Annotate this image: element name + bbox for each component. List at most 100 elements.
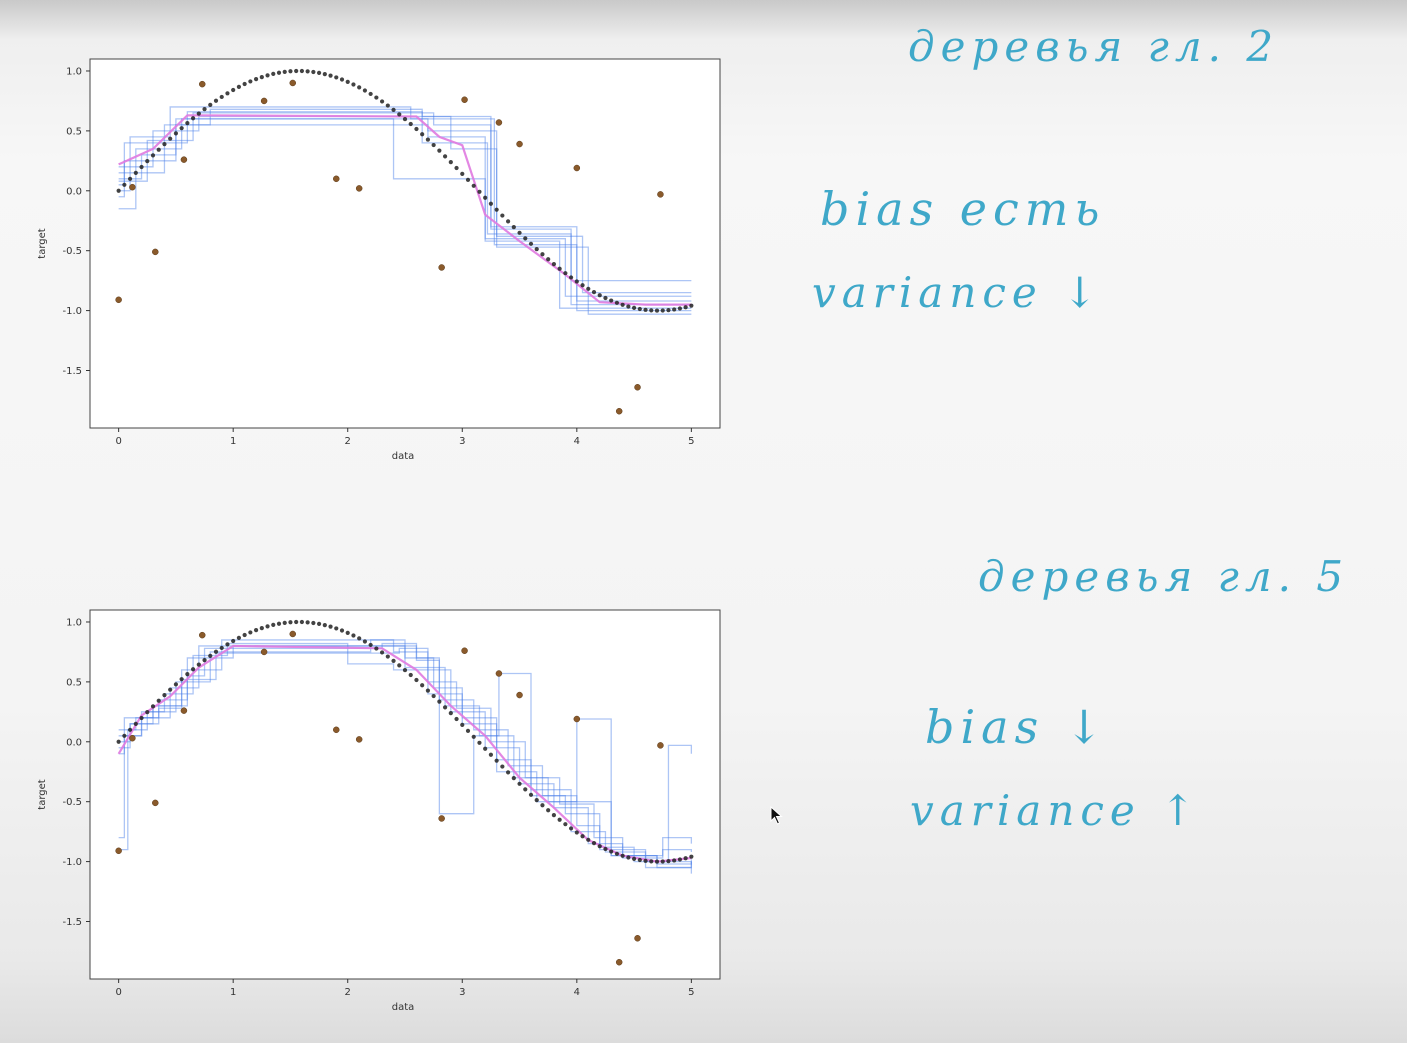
noisy-data-point — [333, 726, 340, 734]
true-function-point — [339, 77, 345, 82]
x-tick-label: 5 — [688, 436, 694, 447]
true-function-point — [477, 740, 482, 745]
true-function-point — [122, 182, 127, 187]
noisy-data-point — [615, 407, 623, 415]
true-function-point — [248, 630, 253, 635]
true-function-point — [442, 154, 448, 159]
x-tick-label: 3 — [459, 987, 465, 998]
noisy-data-point — [615, 958, 623, 966]
true-function-point — [122, 733, 127, 738]
noisy-data-point — [199, 631, 206, 639]
true-function-point — [259, 625, 264, 631]
y-tick-label: -1.5 — [62, 917, 82, 928]
true-function-point — [219, 94, 224, 100]
true-function-point — [614, 300, 620, 305]
y-tick-label: 0.0 — [66, 737, 82, 748]
true-function-point — [185, 672, 190, 677]
true-function-point — [139, 715, 144, 721]
true-function-point — [265, 624, 270, 629]
noisy-data-point — [260, 97, 268, 105]
plot2-bias-note: bias ↓ — [925, 700, 1110, 754]
true-function-point — [253, 77, 259, 82]
true-function-point — [339, 628, 345, 633]
x-tick-label: 1 — [230, 436, 236, 447]
x-axis-label: data — [392, 1002, 415, 1013]
true-function-point — [609, 298, 614, 303]
true-function-point — [557, 817, 562, 822]
true-function-point — [345, 79, 350, 84]
plot-area — [89, 58, 721, 429]
true-function-point — [351, 82, 356, 87]
true-function-point — [248, 79, 253, 84]
true-function-point — [454, 165, 459, 171]
true-function-point — [242, 81, 247, 87]
x-tick-label: 5 — [688, 987, 694, 998]
noisy-data-point — [333, 175, 340, 183]
true-function-point — [511, 776, 516, 781]
true-function-point — [643, 307, 648, 312]
true-function-point — [431, 142, 436, 148]
y-tick-label: 1.0 — [66, 66, 82, 77]
true-function-point — [139, 164, 144, 170]
true-function-point — [127, 176, 133, 181]
true-function-point — [351, 633, 356, 638]
true-function-point — [322, 623, 327, 628]
y-axis-label: target — [37, 779, 48, 809]
true-function-point — [500, 764, 505, 769]
true-function-point — [345, 630, 350, 635]
true-function-point — [150, 153, 156, 158]
true-function-point — [666, 308, 671, 313]
plot2-variance-note: variance ↑ — [910, 786, 1202, 835]
true-function-point — [517, 781, 522, 786]
true-function-point — [305, 620, 310, 625]
true-function-point — [402, 116, 408, 122]
true-function-point — [437, 699, 442, 704]
noisy-data-point — [461, 647, 468, 654]
true-function-point — [488, 201, 494, 206]
true-function-point — [534, 247, 539, 252]
true-function-point — [483, 195, 488, 200]
true-function-point — [145, 159, 150, 164]
true-function-point — [689, 854, 694, 859]
true-function-point — [580, 834, 585, 839]
tree-prediction-line — [118, 645, 693, 874]
true-function-point — [511, 225, 516, 230]
true-function-point — [311, 620, 316, 626]
true-function-point — [265, 73, 270, 78]
noisy-data-point — [180, 156, 188, 163]
true-function-point — [208, 653, 213, 658]
mean-prediction-line — [118, 114, 692, 306]
noisy-data-point — [152, 248, 159, 256]
true-function-point — [190, 667, 196, 672]
true-function-point — [609, 849, 614, 854]
y-tick-label: 0.0 — [66, 186, 82, 197]
true-function-point — [156, 698, 161, 703]
plot2-heading-note: деревья гл. 5 — [978, 552, 1350, 601]
tree-prediction-line — [118, 106, 692, 312]
true-function-point — [236, 635, 242, 640]
plot-content — [115, 68, 694, 415]
true-function-point — [397, 112, 402, 117]
x-axis-label: data — [392, 451, 415, 462]
true-function-point — [299, 619, 305, 625]
true-function-point — [357, 636, 362, 641]
true-function-point — [528, 792, 534, 797]
true-function-point — [368, 91, 373, 97]
true-function-point — [626, 855, 631, 860]
true-function-point — [236, 84, 242, 89]
noisy-data-point — [461, 96, 468, 103]
true-function-point — [660, 859, 665, 864]
tree-prediction-line — [118, 642, 693, 869]
true-function-point — [374, 95, 379, 100]
noisy-data-point — [199, 80, 206, 88]
chart-2: 0 1 2 3 4 5 1.0 0.5 0.0 -0.5 -1.0 -1.5 data target — [37, 609, 721, 1013]
true-function-point — [654, 308, 660, 313]
x-tick-label: 2 — [345, 436, 351, 447]
noisy-data-point — [634, 384, 641, 391]
true-function-point — [666, 859, 671, 864]
true-function-point — [540, 252, 545, 257]
true-function-point — [631, 305, 637, 310]
noisy-data-point — [355, 185, 363, 192]
true-function-point — [563, 271, 568, 276]
x-tick-label: 2 — [345, 987, 351, 998]
